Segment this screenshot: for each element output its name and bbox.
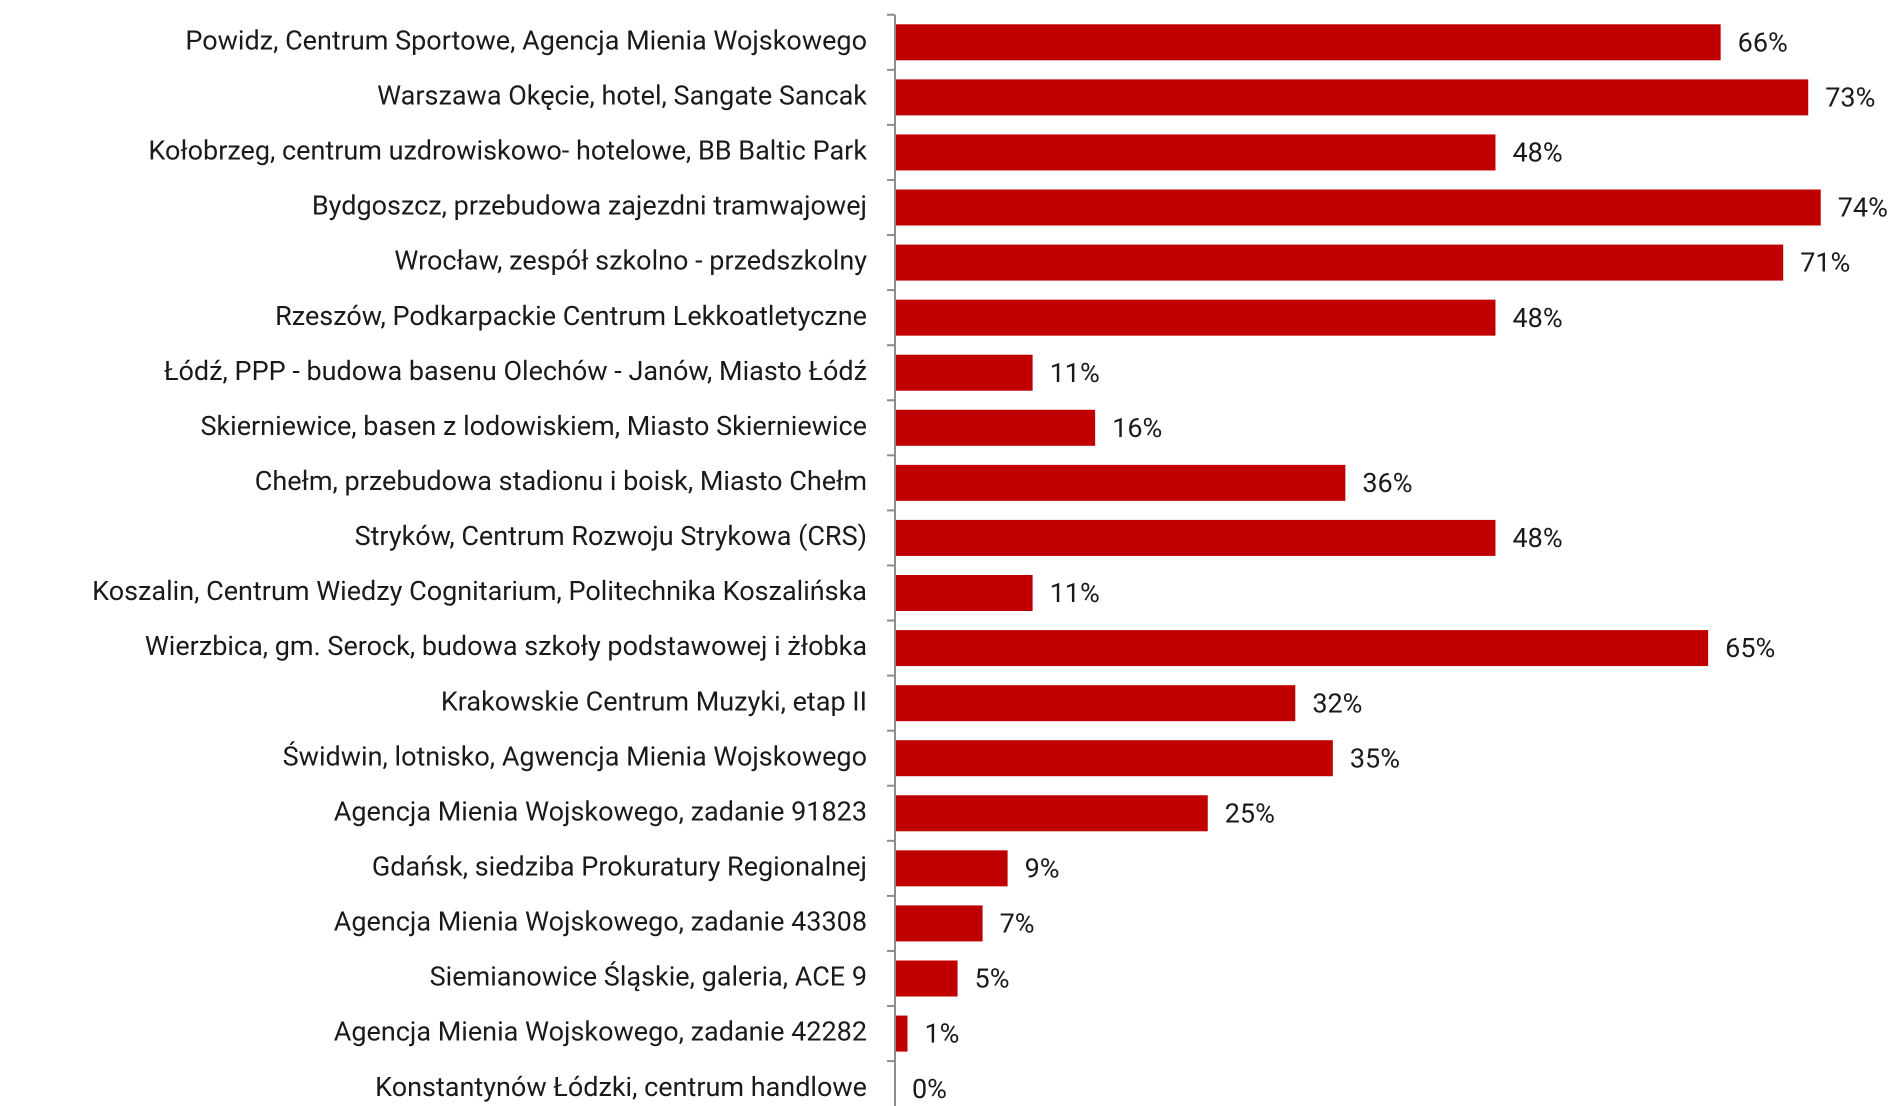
data-label: 7% [1000,908,1035,940]
y-tick-label: Agencja Mienia Wojskowego, zadanie 43308 [334,906,867,938]
bar [895,244,1784,281]
bar [895,189,1821,226]
bar [895,299,1496,336]
y-tick-label: Wrocław, zespół szkolno - przedszkolny [394,245,867,277]
data-label: 36% [1362,467,1412,499]
bar [895,575,1033,611]
data-label: 0% [912,1073,947,1105]
data-label: 73% [1825,81,1875,113]
bar [895,519,1496,556]
data-label: 25% [1225,797,1275,829]
bar [895,134,1496,171]
y-tick-label: Kołobrzeg, centrum uzdrowiskowo- hotelow… [148,135,867,167]
bar [895,464,1346,501]
data-label: 16% [1112,412,1162,444]
y-tick-label: Skierniewice, basen z lodowiskiem, Miast… [200,410,867,442]
data-label: 11% [1050,577,1100,609]
y-tick-label: Bydgoszcz, przebudowa zajezdni tramwajow… [312,190,867,222]
data-label: 48% [1512,302,1562,334]
y-tick-label: Siemianowice Śląskie, galeria, ACE 9 [430,960,867,993]
data-label: 74% [1838,192,1888,224]
y-tick-label: Stryków, Centrum Rozwoju Strykowa (CRS) [355,520,867,552]
data-label: 32% [1312,687,1362,719]
y-tick-label: Koszalin, Centrum Wiedzy Cognitarium, Po… [92,575,867,607]
data-label: 71% [1800,247,1850,279]
data-label: 11% [1050,357,1100,389]
y-tick-label: Gdańsk, siedziba Prokuratury Regionalnej [372,850,867,882]
bar [895,685,1296,722]
bar [895,354,1033,391]
data-label: 48% [1512,137,1562,169]
y-tick-label: Łódź, PPP - budowa basenu Olechów - Janó… [164,355,867,387]
y-tick-label: Świdwin, lotnisko, Agwencja Mienia Wojsk… [283,739,867,772]
bar [895,850,1008,887]
y-tick-label: Powidz, Centrum Sportowe, Agencja Mienia… [185,24,867,56]
data-label: 48% [1512,522,1562,554]
y-tick-label: Agencja Mienia Wojskowego, zadanie 42282 [334,1016,867,1048]
y-tick-label: Chełm, przebudowa stadionu i boisk, Mias… [255,465,867,497]
y-tick-label: Krakowskie Centrum Muzyki, etap II [441,685,867,717]
data-label: 1% [925,1018,960,1050]
bar [895,24,1721,61]
data-label: 9% [1025,852,1060,884]
y-tick-label: Warszawa Okęcie, hotel, Sangate Sancak [377,79,867,111]
bar [895,1015,908,1052]
data-label: 5% [975,963,1010,995]
bar [895,795,1208,832]
y-tick-label: Agencja Mienia Wojskowego, zadanie 91823 [334,795,867,827]
bar [895,960,958,997]
bar [895,409,1096,446]
data-label: 66% [1738,26,1788,58]
bar [895,740,1333,777]
y-tick-label: Wierzbica, gm. Serock, budowa szkoły pod… [145,630,867,662]
y-tick-label: Konstantynów Łódzki, centrum handlowe [375,1071,867,1103]
y-tick-label: Rzeszów, Podkarpackie Centrum Lekkoatlet… [275,300,867,332]
data-label: 65% [1725,632,1775,664]
bar [895,79,1809,116]
bar [895,630,1709,667]
data-label: 35% [1350,742,1400,774]
bar [895,905,983,942]
